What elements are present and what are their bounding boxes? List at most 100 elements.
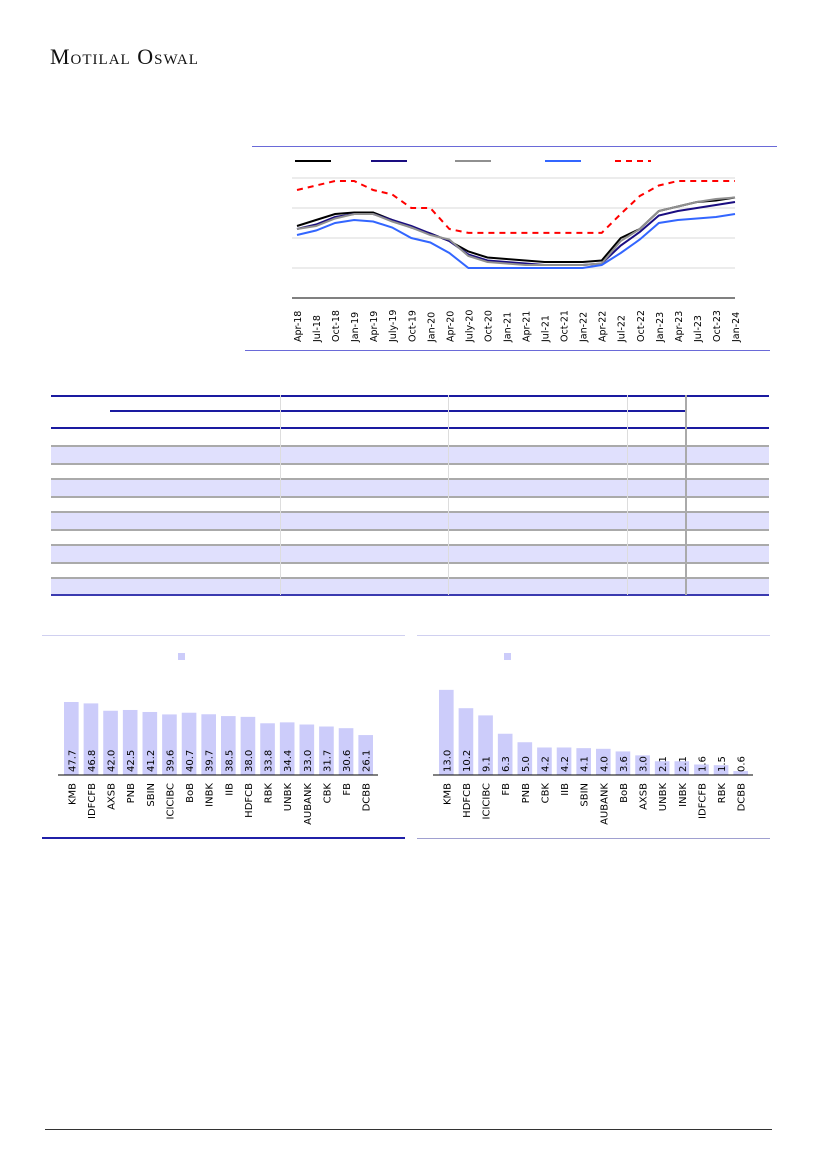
x-tick-label: Jul-23 (693, 315, 704, 343)
table-bottom-rule (51, 594, 769, 596)
x-tick-label: July-19 (388, 310, 399, 343)
legend-swatch (504, 653, 511, 660)
x-tick-label: July-20 (464, 310, 475, 343)
category-label: AUBANK (599, 783, 610, 825)
data-label: 33.8 (264, 750, 275, 772)
x-tick-label: Apr-19 (369, 311, 380, 342)
x-tick-label: Oct-19 (407, 310, 418, 342)
data-label: 31.7 (322, 750, 333, 772)
table-row (51, 577, 769, 595)
x-tick-label: Oct-23 (712, 310, 723, 342)
bar (221, 716, 236, 775)
x-tick-label: Apr-20 (445, 311, 456, 342)
category-label: IDFCFB (697, 783, 708, 819)
category-label: FB (501, 783, 512, 796)
category-label: KMB (67, 783, 78, 805)
x-tick-label: Apr-21 (522, 311, 533, 342)
category-label: DCBB (362, 783, 373, 812)
data-label: 4.0 (599, 756, 610, 772)
x-tick-label: Jan-23 (655, 312, 666, 343)
table-group-rule (110, 410, 685, 412)
category-label: IIB (560, 783, 571, 796)
data-label: 4.1 (580, 756, 591, 772)
category-label: UNBK (658, 783, 669, 812)
bar (64, 702, 79, 775)
bar (83, 703, 99, 775)
bar (279, 722, 295, 775)
table-row (51, 511, 769, 531)
bar (497, 733, 513, 775)
data-label: 38.5 (224, 750, 235, 772)
bar-chart-1-bottom-rule (42, 837, 405, 839)
bar (201, 714, 216, 775)
category-label: FB (342, 783, 353, 796)
category-label: ICICIBC (482, 783, 493, 819)
data-label: 40.7 (185, 750, 196, 772)
category-label: HDFCB (462, 783, 473, 818)
data-label: 2.1 (658, 756, 669, 772)
data-label: 33.0 (303, 750, 314, 772)
category-label: SBIN (580, 783, 591, 807)
footer-rule (45, 1129, 772, 1130)
data-label: 3.6 (619, 756, 630, 772)
x-tick-label: Apr-22 (598, 311, 609, 342)
bar (694, 764, 709, 775)
category-label: IDFCFB (87, 783, 98, 819)
data-label: 9.1 (482, 756, 493, 772)
data-label: 42.0 (107, 750, 118, 772)
category-label: BoB (185, 783, 196, 803)
line-chart: Apr-18 Jul-18 Oct-18 Jan-19 Apr-19 July-19 Oct… (292, 160, 742, 343)
category-label: UNBK (283, 783, 294, 812)
bar (615, 751, 631, 775)
x-tick-label: Apr-18 (293, 311, 304, 342)
data-label: 39.6 (165, 750, 176, 772)
bar (299, 724, 315, 775)
table-top-rule (51, 395, 769, 397)
x-tick-label: Oct-18 (331, 310, 342, 342)
x-tick-label: Jul-22 (617, 315, 628, 343)
data-label: 3.0 (639, 756, 650, 772)
bar (181, 712, 197, 775)
series-line-4 (296, 213, 736, 269)
bar (635, 755, 650, 775)
bar (517, 742, 533, 775)
data-label: 5.0 (521, 756, 532, 772)
category-label: BoB (619, 783, 630, 803)
logo: Motilal Oswal (50, 44, 199, 69)
x-tick-label: Oct-21 (560, 310, 571, 342)
data-label: 46.8 (87, 750, 98, 772)
data-label: 1.5 (717, 756, 728, 772)
bar (338, 728, 354, 775)
category-label: ICICIBC (165, 783, 176, 819)
table-divider (627, 395, 628, 595)
data-label: 13.0 (442, 750, 453, 772)
x-tick-label: Jan-24 (731, 312, 742, 343)
x-tick-label: Oct-20 (483, 310, 494, 342)
bar (103, 710, 118, 775)
bar-charts: 47.7 KMB 46.8 IDFCFB 42.0 AXSB 42.5 PNB 41.2 SBIN… (58, 653, 753, 825)
x-tick-label: Apr-23 (674, 311, 685, 342)
data-label: 39.7 (205, 750, 216, 772)
data-label: 2.1 (678, 756, 689, 772)
bar-chart-2-top-rule (417, 635, 770, 636)
bar (576, 748, 591, 775)
bar (142, 711, 158, 775)
bar (358, 735, 373, 775)
category-label: PNB (521, 783, 532, 804)
x-tick-label: Jan-21 (502, 312, 513, 343)
data-label: 34.4 (283, 750, 294, 772)
category-label: CBK (540, 783, 551, 804)
data-label: 26.1 (362, 750, 373, 772)
table-divider (448, 395, 449, 595)
bar (439, 689, 454, 775)
series-line-5 (296, 180, 735, 234)
table-divider (685, 395, 687, 595)
table-header-rule (51, 427, 769, 429)
data-label: 4.2 (560, 756, 571, 772)
bar (654, 761, 670, 775)
category-label: SBIN (146, 783, 157, 807)
data-label: 4.2 (540, 756, 551, 772)
data-label: 10.2 (462, 750, 473, 772)
data-label: 42.5 (126, 750, 137, 772)
